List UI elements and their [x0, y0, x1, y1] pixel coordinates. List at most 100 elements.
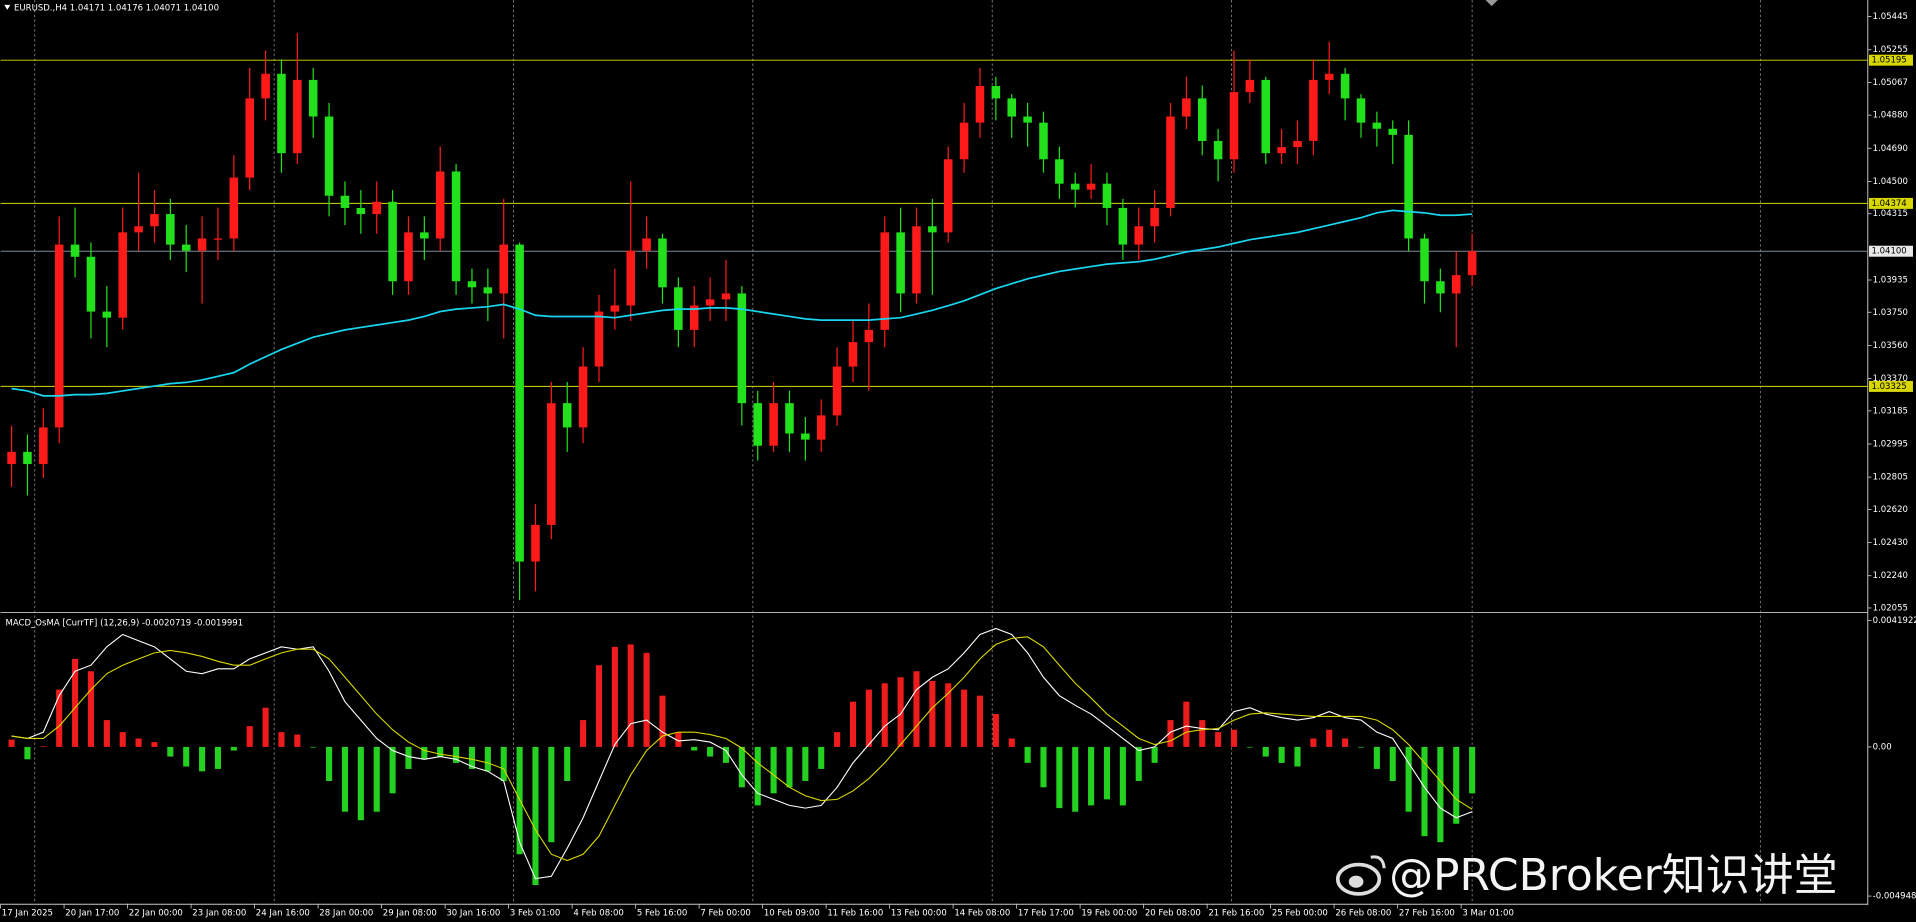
histogram-bar [802, 746, 809, 781]
histogram-bar [357, 746, 364, 821]
histogram-bar [961, 689, 968, 747]
candle-body [308, 79, 318, 117]
candle-body [372, 201, 381, 215]
candle-body [1213, 140, 1223, 160]
candle-body [562, 403, 572, 428]
candle-body [737, 293, 747, 404]
histogram-bar [1278, 746, 1285, 763]
histogram-bar [484, 746, 491, 772]
moving-average [11, 209, 1473, 397]
candle-body [181, 244, 191, 251]
x-tick-label: 11 Feb 16:00 [827, 908, 883, 918]
y-tick-label: 1.05255 [1873, 45, 1908, 55]
histogram-bar [183, 746, 190, 767]
histogram-bar [818, 746, 825, 769]
x-tick-label: 22 Jan 00:00 [129, 908, 183, 918]
bid-label-box [1869, 245, 1913, 257]
candle-body [610, 305, 620, 312]
candle-body [1467, 251, 1477, 276]
x-tick-label: 28 Jan 00:00 [319, 908, 373, 918]
y-tick-label: 1.04500 [1873, 177, 1908, 187]
histogram-bar [1230, 729, 1238, 747]
menu-arrow[interactable] [4, 4, 11, 10]
candle-body [991, 86, 1001, 99]
histogram-bar [659, 695, 666, 747]
histogram-bar [1357, 746, 1365, 748]
candle-body [943, 159, 953, 233]
histogram-bar [56, 689, 63, 747]
level-label: 1.05195 [1871, 56, 1906, 66]
histogram-bar [1437, 746, 1444, 843]
histogram-bar [1246, 746, 1253, 748]
candle-body [1039, 122, 1048, 160]
histogram-bar [1373, 746, 1380, 769]
candle-body [499, 244, 508, 294]
histogram-bar [1453, 746, 1460, 824]
candle-body [1309, 79, 1318, 141]
histogram-bar [294, 734, 301, 747]
candle-body [54, 244, 64, 428]
candle-body [1436, 281, 1445, 294]
histogram-bar [326, 746, 333, 781]
x-tick-label: 14 Feb 08:00 [954, 908, 1010, 918]
x-tick-label: 10 Feb 09:00 [764, 908, 820, 918]
x-tick-label: 5 Feb 16:00 [637, 908, 688, 918]
candle-body [928, 226, 937, 233]
candle-body [547, 403, 556, 525]
candle-body [70, 244, 80, 257]
candle-body [1007, 98, 1017, 117]
histogram-bar [992, 714, 999, 747]
histogram-bar [849, 701, 857, 747]
indicator-line [11, 636, 1473, 862]
candle-body [816, 415, 826, 440]
candle-body [705, 299, 715, 306]
candle-body [277, 73, 286, 154]
candle-body [1420, 238, 1429, 282]
candle-body [594, 311, 604, 367]
histogram-bar [865, 689, 872, 747]
candle-body [134, 226, 143, 233]
histogram-bar [1469, 746, 1476, 794]
y-tick-label: 1.05067 [1873, 78, 1908, 88]
x-tick-label: 29 Jan 08:00 [383, 908, 437, 918]
histogram-bar [1151, 746, 1158, 763]
candle-body [197, 238, 207, 251]
x-tick-label: 17 Feb 17:00 [1018, 908, 1074, 918]
candle-body [832, 366, 842, 416]
level-label-box [1869, 380, 1913, 392]
histogram-bar [643, 652, 650, 747]
histogram-bar [675, 732, 682, 747]
y-tick-label: 1.03560 [1873, 341, 1908, 351]
histogram-bar [278, 732, 285, 747]
histogram-bar [468, 746, 476, 769]
candle-body [658, 238, 667, 288]
histogram-bar [24, 746, 31, 760]
histogram-bar [564, 746, 571, 781]
y-tick-label: 1.04690 [1873, 144, 1908, 154]
histogram-bar [595, 665, 603, 747]
candle-body [1086, 183, 1096, 190]
histogram-bar [707, 746, 714, 757]
histogram-bar [87, 671, 95, 747]
candle-body [483, 287, 493, 294]
histogram-bar [945, 683, 952, 747]
histogram-bar [611, 646, 618, 747]
candle-body [1404, 134, 1413, 239]
histogram-bar [72, 658, 79, 747]
histogram-bar [167, 746, 174, 757]
x-tick-label: 23 Jan 08:00 [192, 908, 246, 918]
candle-body [801, 433, 810, 440]
histogram-bar [1310, 738, 1317, 747]
x-tick-label: 4 Feb 08:00 [573, 908, 624, 918]
histogram-bar [1103, 746, 1111, 800]
y-tick-label: 1.05445 [1873, 12, 1908, 22]
histogram-bar [389, 746, 396, 794]
histogram-bar [1294, 746, 1301, 767]
indicator-panel [8, 627, 1476, 885]
candle-body [229, 177, 239, 239]
histogram-bar [929, 680, 936, 747]
histogram-bar [1262, 746, 1269, 757]
y-tick-label: 0.00 [1873, 742, 1892, 752]
histogram-bar [627, 644, 634, 747]
histogram-bar [1024, 746, 1031, 763]
